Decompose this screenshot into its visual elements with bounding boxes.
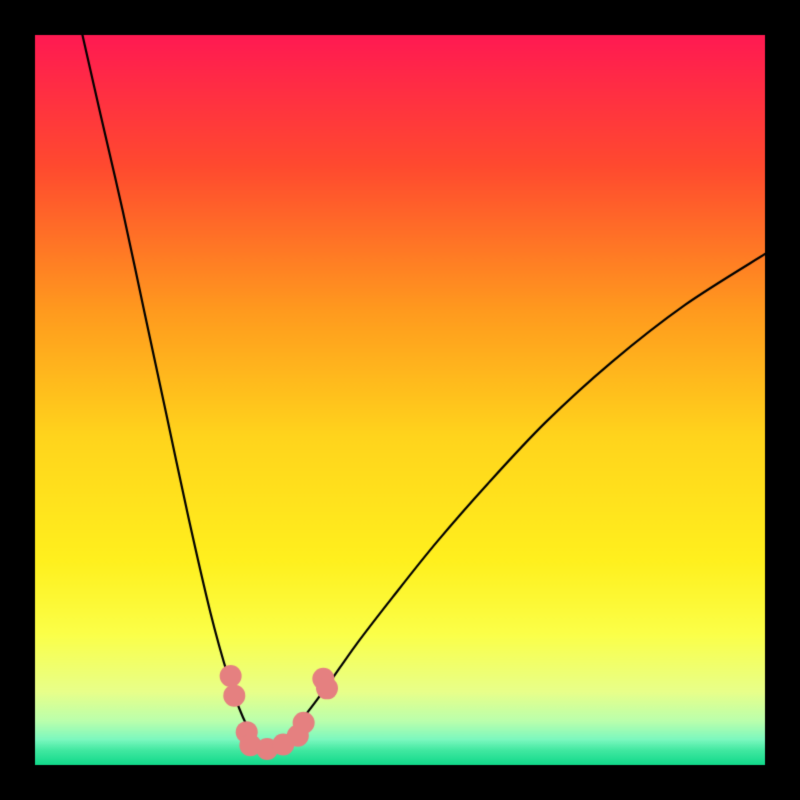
bottleneck-chart xyxy=(0,0,800,800)
